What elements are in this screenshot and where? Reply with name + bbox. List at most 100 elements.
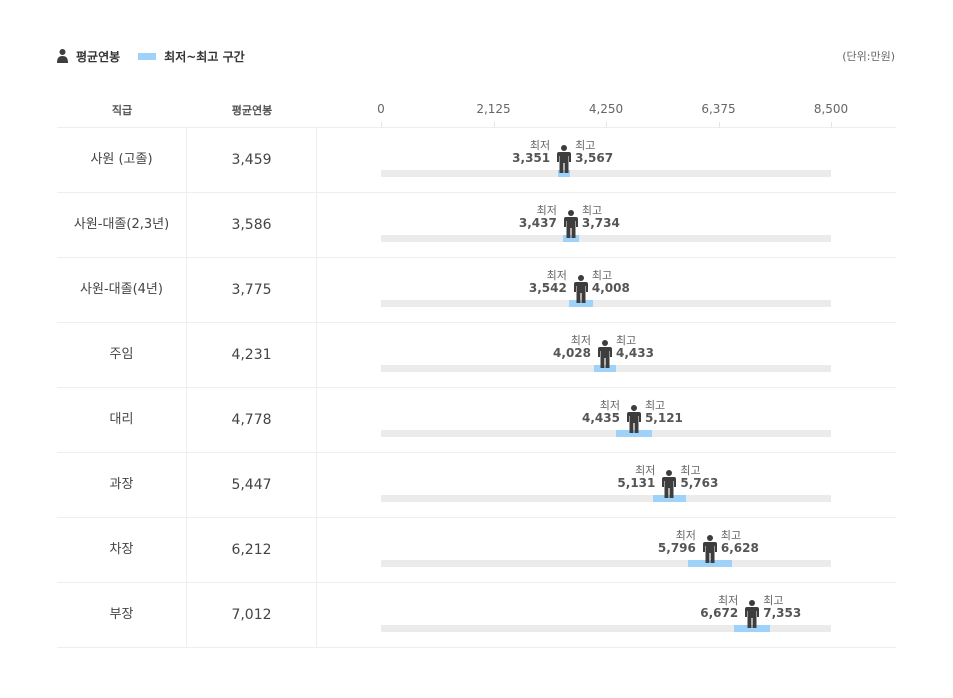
x-tick-label: 8,500 [813, 102, 849, 116]
x-tick-label: 0 [377, 102, 385, 116]
min-caption: 최저 [635, 464, 656, 477]
max-value-label: 5,763 [680, 476, 719, 490]
max-caption: 최고 [581, 204, 603, 217]
max-caption: 최고 [763, 594, 784, 607]
header-avg: 평균연봉 [231, 104, 273, 117]
table-row: 대리 4,778 최저 4,435 최고 5,121 [57, 388, 896, 453]
salary-range-bar [594, 365, 616, 372]
max-caption: 최고 [575, 139, 596, 152]
legend-range-label: 최저~최고 구간 [164, 49, 245, 64]
min-value-label: 3,437 [518, 216, 557, 230]
max-value-label: 4,008 [591, 281, 630, 295]
max-caption: 최고 [644, 399, 666, 412]
min-value-label: 5,131 [617, 476, 656, 490]
x-tick-label: 4,250 [588, 102, 624, 116]
person-icon [563, 210, 578, 238]
avg-salary-cell: 4,231 [187, 323, 317, 387]
min-caption: 최저 [536, 204, 557, 217]
person-icon [557, 145, 572, 173]
salary-range-bar [734, 625, 771, 632]
x-tick-label: 6,375 [701, 102, 736, 116]
max-caption: 최고 [615, 334, 637, 347]
avg-salary-cell: 5,447 [187, 453, 317, 517]
x-tick-mark [831, 122, 832, 128]
legend-range-swatch [138, 52, 157, 60]
salary-range-bar [562, 235, 579, 242]
person-icon [745, 600, 760, 628]
table-row: 부장 7,012 최저 6,672 최고 7,353 [57, 583, 896, 648]
person-icon [597, 340, 612, 368]
grade-cell: 대리 [57, 388, 187, 452]
avg-salary-cell: 7,012 [187, 583, 317, 647]
range-track [381, 495, 831, 502]
x-tick-mark [606, 122, 607, 128]
grade-cell: 차장 [57, 518, 187, 582]
table-row: 주임 4,231 최저 4,028 최고 4,433 [57, 323, 896, 388]
min-value-label: 5,796 [657, 541, 696, 555]
x-tick-mark [381, 122, 382, 128]
min-value-label: 3,542 [528, 281, 567, 295]
range-track [381, 235, 831, 242]
avg-salary-cell: 3,586 [187, 193, 317, 257]
avg-salary-cell: 3,459 [187, 128, 317, 192]
min-caption: 최저 [570, 334, 591, 347]
max-caption: 최고 [720, 529, 742, 542]
person-icon [57, 49, 68, 63]
range-track [381, 560, 831, 567]
salary-table: 직급 평균연봉 0 2,125 4,250 6,375 8,500 사원 (고졸) 3,4… [57, 90, 896, 648]
legend: 평균연봉 최저~최고 구간 [57, 47, 245, 65]
grade-cell: 사원 (고졸) [57, 128, 187, 192]
max-value-label: 3,567 [575, 151, 614, 165]
range-track [381, 300, 831, 307]
grade-cell: 사원-대졸(4년) [57, 258, 187, 322]
salary-range-bar [687, 560, 732, 567]
grade-cell: 과장 [57, 453, 187, 517]
salary-range-bar [652, 495, 687, 502]
max-caption: 최고 [591, 269, 613, 282]
max-value-label: 6,628 [720, 541, 759, 555]
table-row: 사원-대졸(2,3년) 3,586 최저 3,437 최고 3,734 [57, 193, 896, 258]
max-value-label: 3,734 [581, 216, 620, 230]
max-value-label: 7,353 [763, 606, 802, 620]
x-tick-mark [718, 122, 720, 128]
header-grade: 직급 [111, 104, 133, 117]
legend-avg-label: 평균연봉 [76, 49, 121, 64]
avg-salary-cell: 3,775 [187, 258, 317, 322]
range-track [381, 625, 831, 632]
min-caption: 최저 [529, 139, 551, 152]
avg-salary-cell: 4,778 [187, 388, 317, 452]
grade-cell: 부장 [57, 583, 187, 647]
person-icon [702, 535, 717, 563]
unit-label: (단위:만원) [842, 50, 895, 63]
table-row: 사원 (고졸) 3,459 최저 3,351 최고 3,567 [57, 128, 896, 193]
table-body: 사원 (고졸) 3,459 최저 3,351 최고 3,567 사원-대졸(2,3년) 3,5… [57, 128, 896, 648]
table-header: 직급 평균연봉 0 2,125 4,250 6,375 8,500 [57, 90, 896, 128]
avg-salary-cell: 6,212 [187, 518, 317, 582]
max-caption: 최고 [680, 464, 701, 477]
min-value-label: 4,028 [553, 346, 591, 360]
salary-range-bar [568, 300, 594, 307]
max-value-label: 4,433 [615, 346, 654, 360]
salary-range-bar [558, 170, 570, 177]
min-value-label: 3,351 [512, 151, 551, 165]
person-icon [662, 470, 677, 498]
min-caption: 최저 [675, 529, 696, 542]
range-track [381, 170, 831, 177]
grade-cell: 사원-대졸(2,3년) [57, 193, 187, 257]
min-value-label: 6,672 [700, 606, 739, 620]
range-track [381, 430, 831, 437]
min-caption: 최저 [599, 399, 620, 412]
grade-cell: 주임 [57, 323, 187, 387]
min-caption: 최저 [717, 594, 739, 607]
min-caption: 최저 [546, 269, 567, 282]
person-icon [626, 405, 641, 433]
min-value-label: 4,435 [581, 411, 620, 425]
salary-range-bar [615, 430, 653, 437]
x-tick-label: 2,125 [476, 102, 511, 116]
table-row: 사원-대졸(4년) 3,775 최저 3,542 최고 4,008 [57, 258, 896, 323]
x-tick-mark [493, 122, 495, 128]
table-row: 차장 6,212 최저 5,796 최고 6,628 [57, 518, 896, 583]
table-row: 과장 5,447 최저 5,131 최고 5,763 [57, 453, 896, 518]
person-icon [573, 275, 588, 303]
max-value-label: 5,121 [644, 411, 683, 425]
